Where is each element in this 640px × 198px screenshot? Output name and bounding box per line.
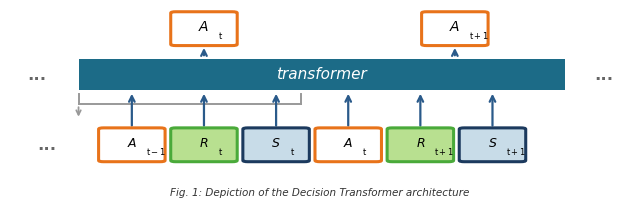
- FancyBboxPatch shape: [387, 128, 454, 162]
- FancyBboxPatch shape: [171, 12, 237, 46]
- Text: $\mathrm{t}$: $\mathrm{t}$: [218, 30, 223, 41]
- Text: Fig. 1: Depiction of the Decision Transformer architecture: Fig. 1: Depiction of the Decision Transf…: [170, 188, 470, 198]
- Text: $A$: $A$: [449, 20, 461, 34]
- Text: $S$: $S$: [488, 137, 497, 150]
- FancyBboxPatch shape: [243, 128, 309, 162]
- Text: $\mathrm{t}$: $\mathrm{t}$: [362, 146, 367, 157]
- Text: ...: ...: [27, 66, 46, 84]
- FancyBboxPatch shape: [99, 128, 165, 162]
- Text: $\mathrm{t}$: $\mathrm{t}$: [290, 146, 295, 157]
- Text: transformer: transformer: [276, 67, 367, 82]
- Text: $R$: $R$: [199, 137, 209, 150]
- FancyBboxPatch shape: [79, 59, 564, 90]
- Text: $R$: $R$: [415, 137, 425, 150]
- Text: $A$: $A$: [198, 20, 210, 34]
- FancyBboxPatch shape: [422, 12, 488, 46]
- Text: $\mathrm{t-1}$: $\mathrm{t-1}$: [146, 146, 166, 157]
- Text: $A$: $A$: [343, 137, 353, 150]
- Text: $\mathrm{t+1}$: $\mathrm{t+1}$: [506, 146, 526, 157]
- FancyBboxPatch shape: [460, 128, 525, 162]
- Text: $A$: $A$: [127, 137, 137, 150]
- Text: $\mathrm{t}$: $\mathrm{t}$: [218, 146, 223, 157]
- Text: ...: ...: [594, 66, 613, 84]
- Text: ...: ...: [38, 136, 57, 154]
- FancyBboxPatch shape: [315, 128, 381, 162]
- Text: $\mathrm{t+1}$: $\mathrm{t+1}$: [468, 30, 489, 41]
- FancyBboxPatch shape: [171, 128, 237, 162]
- Text: $\mathrm{t+1}$: $\mathrm{t+1}$: [434, 146, 454, 157]
- Text: $S$: $S$: [271, 137, 281, 150]
